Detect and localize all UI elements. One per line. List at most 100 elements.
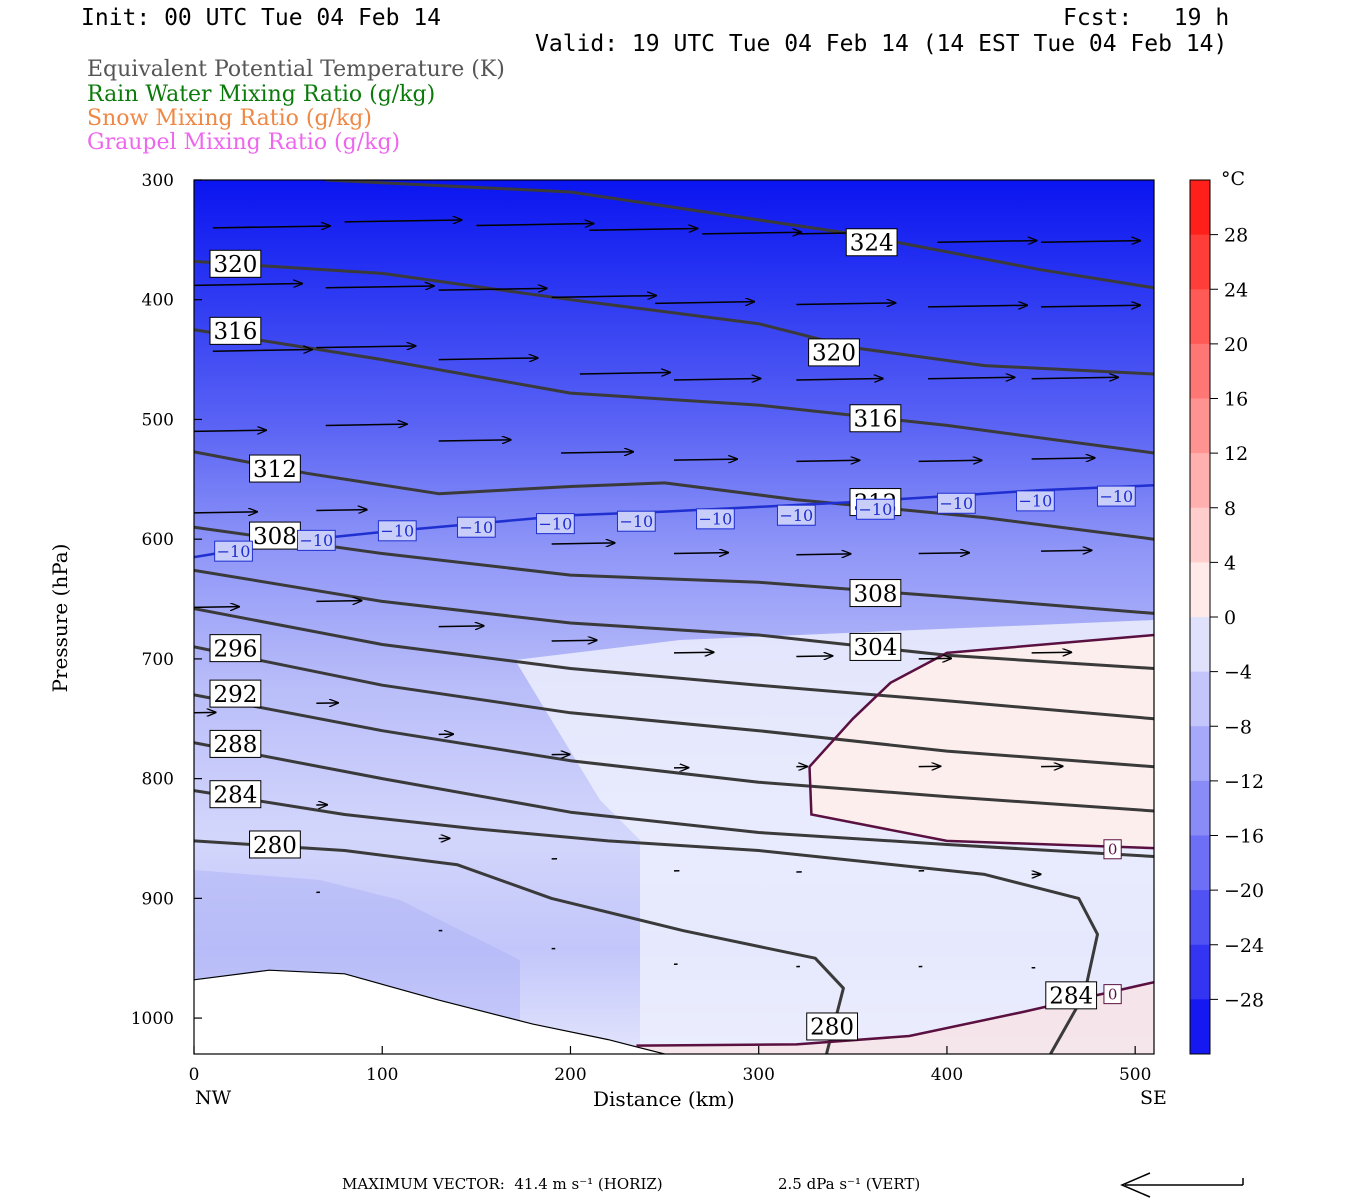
colorbar-swatch bbox=[1190, 835, 1210, 891]
svg-text:−10: −10 bbox=[859, 500, 893, 519]
isotherm-label: −10 bbox=[776, 504, 816, 526]
colorbar-tick-label: 16 bbox=[1224, 389, 1248, 411]
theta-e-label-320: 320 bbox=[209, 249, 262, 278]
wind-vector bbox=[316, 346, 415, 348]
wind-vector bbox=[673, 652, 714, 653]
svg-text:−10: −10 bbox=[380, 522, 414, 541]
colorbar-swatch bbox=[1190, 289, 1210, 345]
svg-text:284: 284 bbox=[213, 782, 257, 808]
colorbar-tick-label: −12 bbox=[1224, 771, 1264, 793]
legend-graupel: Graupel Mixing Ratio (g/kg) bbox=[87, 130, 401, 155]
svg-text:−10: −10 bbox=[539, 514, 573, 533]
wind-vector bbox=[928, 305, 1027, 307]
theta-e-label-316: 316 bbox=[849, 404, 902, 433]
wind-vector bbox=[1041, 550, 1091, 551]
colorbar-tick-label: −16 bbox=[1224, 826, 1264, 848]
wind-vector bbox=[212, 226, 330, 228]
above-freezing-region-surface bbox=[636, 982, 1154, 1054]
colorbar-swatch bbox=[1190, 507, 1210, 563]
theta-e-line-284 bbox=[194, 789, 1099, 1054]
wind-vector bbox=[1031, 377, 1118, 378]
colorbar-tick-label: 28 bbox=[1224, 225, 1248, 247]
colorbar-tick-label: −20 bbox=[1224, 880, 1264, 902]
colorbar-swatch bbox=[1190, 671, 1210, 727]
y-tick-label: 400 bbox=[142, 291, 174, 311]
svg-text:−10: −10 bbox=[299, 531, 333, 550]
wind-vector bbox=[796, 303, 895, 305]
svg-text:288: 288 bbox=[213, 732, 257, 758]
colorbar-swatch bbox=[1190, 562, 1210, 618]
wind-vector bbox=[796, 554, 850, 555]
theta-e-label-312: 312 bbox=[249, 454, 301, 483]
wind-vector bbox=[702, 232, 801, 234]
wind-vector bbox=[476, 224, 593, 226]
colorbar-swatch bbox=[1190, 890, 1210, 946]
wind-vector bbox=[194, 512, 257, 513]
theta-e-label-280: 280 bbox=[806, 1012, 859, 1041]
colorbar-unit: °C bbox=[1221, 168, 1246, 190]
theta-e-line-308 bbox=[194, 525, 1154, 615]
theta-e-line-292 bbox=[194, 693, 1154, 813]
x-end-right-label: SE bbox=[1140, 1087, 1167, 1109]
theta-e-label-320: 320 bbox=[808, 338, 860, 367]
wind-vector bbox=[438, 358, 538, 360]
theta-e-line-288 bbox=[194, 741, 1154, 858]
svg-text:284: 284 bbox=[1049, 984, 1093, 1010]
wind-vector bbox=[194, 607, 239, 608]
svg-text:−10: −10 bbox=[779, 506, 813, 525]
theta-e-line-280 bbox=[194, 839, 845, 1054]
wind-vector bbox=[796, 656, 832, 657]
svg-text:−10: −10 bbox=[939, 494, 973, 513]
colorbar-tick-label: 0 bbox=[1224, 607, 1236, 629]
theta-e-label-292: 292 bbox=[209, 679, 262, 708]
colorbar-swatch bbox=[1190, 234, 1210, 290]
wind-vector bbox=[673, 553, 728, 554]
svg-text:−10: −10 bbox=[1099, 487, 1133, 506]
terrain-line bbox=[194, 969, 665, 1054]
y-tick-label: 700 bbox=[142, 650, 174, 670]
colorbar-swatch bbox=[1190, 343, 1210, 399]
init-time: Init: 00 UTC Tue 04 Feb 14 bbox=[81, 5, 442, 31]
theta-e-label-284: 284 bbox=[1045, 981, 1098, 1010]
wind-vector bbox=[1041, 241, 1140, 243]
colorbar-tick-label: 8 bbox=[1224, 498, 1236, 520]
isotherm-label: −10 bbox=[1096, 485, 1136, 507]
svg-text:316: 316 bbox=[213, 319, 257, 345]
freezing-label: 0 bbox=[1103, 839, 1122, 860]
x-tick-label: 200 bbox=[554, 1065, 586, 1085]
theta-e-label-280: 280 bbox=[249, 830, 301, 859]
colorbar-swatch bbox=[1190, 617, 1210, 673]
freezing-label: 0 bbox=[1103, 984, 1122, 1005]
wind-vector bbox=[655, 302, 754, 304]
svg-text:312: 312 bbox=[253, 457, 297, 483]
colorbar-tick-label: −4 bbox=[1224, 662, 1252, 684]
x-tick-label: 100 bbox=[366, 1065, 398, 1085]
isotherm-minus10-line bbox=[194, 484, 1154, 559]
legend-rain-water: Rain Water Mixing Ratio (g/kg) bbox=[87, 82, 436, 107]
theta-e-label-304: 304 bbox=[849, 632, 902, 661]
svg-text:−10: −10 bbox=[217, 542, 251, 561]
colorbar-tick-label: −24 bbox=[1224, 935, 1264, 957]
svg-text:280: 280 bbox=[810, 1015, 854, 1041]
isotherm-label: −10 bbox=[616, 510, 656, 532]
theta-e-line-312 bbox=[194, 450, 1154, 541]
theta-e-line-316 bbox=[194, 328, 1154, 455]
wind-vector bbox=[918, 460, 982, 461]
wind-vector bbox=[316, 601, 361, 602]
y-tick-label: 900 bbox=[142, 889, 174, 909]
wind-vector bbox=[561, 452, 633, 453]
svg-text:−10: −10 bbox=[459, 518, 493, 537]
wind-vector bbox=[316, 510, 366, 511]
svg-text:320: 320 bbox=[213, 252, 257, 278]
svg-text:316: 316 bbox=[853, 407, 897, 433]
wind-vector bbox=[551, 640, 597, 641]
colorbar-tick-label: 24 bbox=[1224, 279, 1248, 301]
svg-text:308: 308 bbox=[253, 524, 297, 550]
wind-vector bbox=[918, 658, 951, 659]
above-freezing-region bbox=[809, 635, 1154, 849]
wind-vector bbox=[194, 284, 302, 286]
wind-vector bbox=[1031, 458, 1095, 459]
theta-e-label-316: 316 bbox=[209, 316, 262, 345]
wind-vector bbox=[325, 286, 434, 288]
